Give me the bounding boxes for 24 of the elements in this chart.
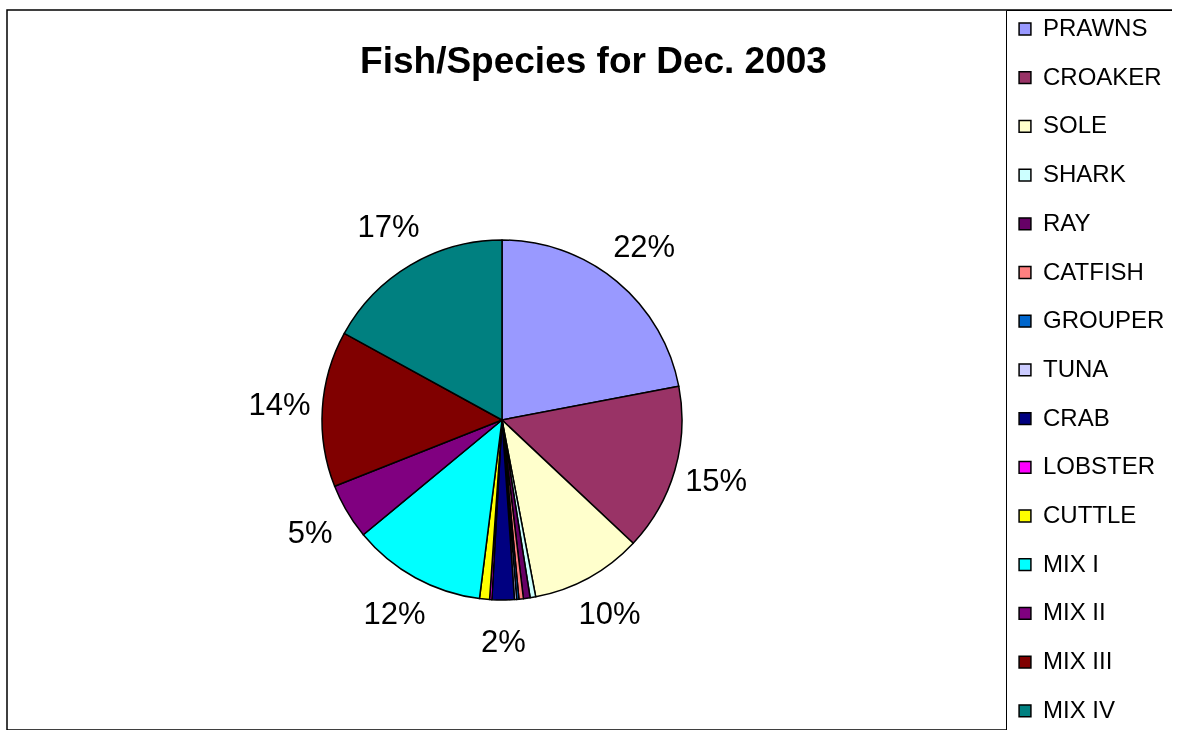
data-label: 22%: [613, 229, 676, 265]
data-label: 5%: [287, 514, 333, 550]
legend-label: MIX III: [1043, 647, 1113, 675]
data-label: 12%: [363, 596, 426, 632]
data-label: 14%: [248, 387, 311, 422]
legend-label: LOBSTER: [1043, 452, 1156, 480]
data-label: 17%: [357, 209, 420, 245]
text: Fish/Species for Dec. 2003: [360, 39, 827, 81]
legend-label: CRAB: [1043, 403, 1110, 431]
legend-label: CUTTLE: [1043, 501, 1137, 528]
data-label: 10%: [578, 596, 641, 632]
legend-label: SHARK: [1043, 160, 1126, 188]
legend-label: CATFISH: [1043, 257, 1144, 285]
data-label: 15%: [685, 463, 748, 499]
legend-label: GROUPER: [1043, 306, 1165, 334]
legend-label: MIX IV: [1043, 695, 1116, 723]
legend-label: MIX I: [1043, 549, 1100, 577]
legend-label: SOLE: [1043, 111, 1108, 139]
legend-label: RAY: [1043, 208, 1091, 236]
legend-label: CROAKER: [1043, 62, 1162, 90]
legend-label: PRAWNS: [1043, 14, 1148, 41]
data-label: 2%: [480, 624, 526, 659]
legend-label: MIX II: [1043, 598, 1106, 626]
legend-label: TUNA: [1043, 354, 1109, 382]
